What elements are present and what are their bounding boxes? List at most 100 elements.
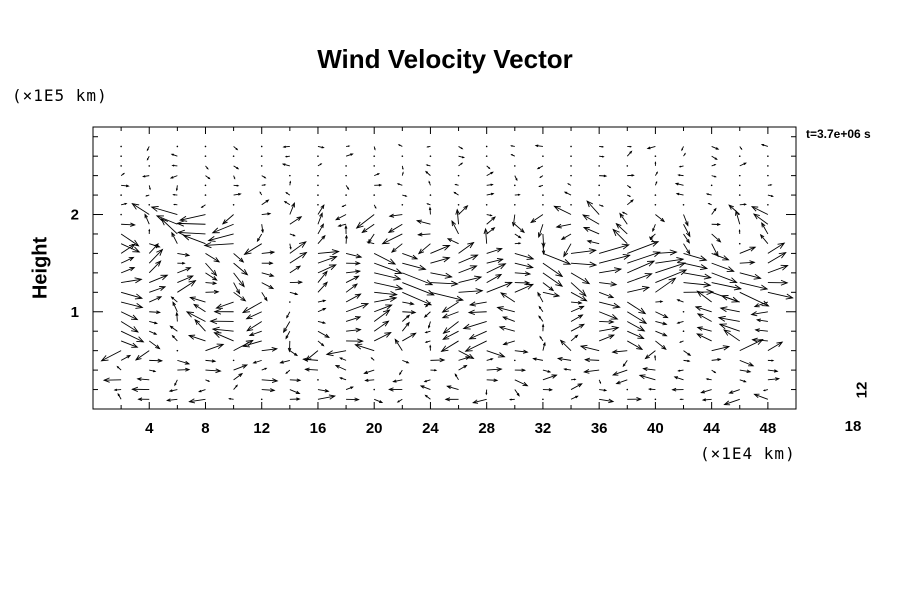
vector-arrow	[537, 292, 544, 303]
vector-arrowhead	[706, 289, 715, 296]
vector-arrowhead	[207, 380, 211, 382]
vector-dot	[570, 145, 572, 148]
vector-arrowhead	[176, 229, 185, 236]
vector-arrow	[701, 389, 712, 394]
x-tick-label: 16	[310, 420, 327, 437]
vector-arrow	[755, 329, 768, 332]
vector-arrowhead	[322, 321, 327, 324]
vector-arrowhead	[467, 309, 475, 316]
vector-arrowhead	[490, 358, 494, 361]
vector-dot	[738, 155, 741, 157]
vector-arrow	[655, 277, 676, 293]
vector-dot	[514, 184, 516, 187]
vector-arrow	[190, 297, 206, 303]
vector-arrowhead	[331, 249, 340, 256]
vector-arrowhead	[156, 296, 163, 301]
vector-arrow	[222, 214, 234, 225]
vector-arrowhead	[305, 355, 312, 362]
vector-arrowhead	[344, 224, 348, 229]
vector-arrowhead	[548, 388, 553, 392]
vector-arrowhead	[176, 220, 185, 227]
vector-arrowhead	[325, 350, 334, 357]
vector-arrow	[570, 323, 585, 332]
vector-arrowhead	[424, 340, 428, 343]
vector-arrowhead	[394, 268, 403, 274]
vector-arrowhead	[621, 243, 630, 250]
y-axis-unit: (×1E5 km)	[12, 86, 108, 105]
vector-arrowhead	[423, 314, 428, 318]
vector-arrow	[570, 305, 584, 313]
vector-arrowhead	[740, 147, 743, 151]
vector-arrowhead	[268, 284, 275, 290]
vector-arrow	[430, 257, 450, 264]
vector-arrow	[711, 346, 730, 352]
vector-arrowhead	[699, 264, 709, 271]
vector-arrowhead	[714, 251, 719, 258]
vector-arrowhead	[235, 384, 238, 388]
vector-arrowhead	[559, 339, 566, 346]
vector-arrow	[711, 243, 719, 257]
vector-arrow	[120, 311, 138, 321]
x-tick-label: 24	[422, 420, 439, 437]
vector-arrow	[458, 276, 482, 284]
x-tick-label: 8	[201, 420, 209, 437]
vector-arrowhead	[497, 352, 506, 358]
vector-arrowhead	[427, 325, 431, 329]
vector-arrowhead	[175, 311, 179, 316]
vector-arrowhead	[684, 221, 689, 227]
vector-arrowhead	[401, 167, 404, 171]
vector-dot	[317, 379, 319, 381]
vector-arrow	[530, 214, 544, 223]
vector-arrowhead	[324, 389, 330, 393]
vector-arrow	[447, 385, 459, 390]
vector-arrowhead	[263, 297, 268, 302]
vector-arrowhead	[295, 390, 301, 395]
vector-arrow	[627, 273, 652, 284]
vector-arrowhead	[184, 252, 191, 257]
vector-arrow	[560, 340, 572, 351]
vector-arrow	[430, 272, 452, 278]
vector-arrowhead	[495, 273, 503, 280]
vector-arrowhead	[302, 357, 309, 362]
vector-arrow	[655, 330, 667, 337]
vector-arrow	[356, 214, 375, 229]
vector-arrowhead	[131, 326, 139, 333]
vector-arrowhead	[211, 227, 220, 234]
vector-arrowhead	[125, 184, 130, 188]
vector-arrowhead	[705, 193, 709, 196]
vector-arrowhead	[713, 207, 717, 212]
vector-arrowhead	[175, 188, 178, 192]
vector-arrowhead	[347, 145, 351, 147]
vector-dot	[626, 388, 629, 391]
vector-arrowhead	[269, 250, 276, 255]
vector-dot	[598, 194, 600, 196]
vector-arrowhead	[384, 332, 392, 338]
vector-arrowhead	[524, 280, 531, 286]
vector-dot	[345, 174, 347, 177]
vector-arrow	[261, 199, 269, 206]
vector-arrowhead	[685, 231, 691, 238]
vector-arrow	[137, 378, 150, 381]
vector-arrow	[430, 282, 458, 285]
vector-arrow	[261, 348, 277, 352]
vector-arrow	[465, 340, 487, 352]
vector-arrowhead	[236, 166, 240, 170]
vector-arrow	[261, 292, 268, 301]
vector-arrow	[149, 311, 160, 313]
plot-frame	[92, 126, 797, 410]
vector-arrowhead	[215, 368, 222, 374]
vector-arrow	[542, 233, 545, 248]
vector-arrowhead	[354, 293, 362, 299]
vector-arrowhead	[652, 251, 661, 258]
vector-arrowhead	[172, 301, 176, 306]
vector-arrow	[626, 199, 634, 206]
vector-arrowhead	[729, 277, 738, 283]
vector-arrow	[720, 307, 740, 313]
vector-arrowhead	[679, 269, 688, 276]
vector-arrowhead	[463, 204, 469, 211]
vector-arrowhead	[397, 144, 401, 147]
vector-arrowhead	[608, 319, 615, 325]
vector-arrowhead	[654, 161, 657, 164]
vector-arrowhead	[117, 392, 121, 397]
vector-arrowhead	[619, 212, 624, 219]
